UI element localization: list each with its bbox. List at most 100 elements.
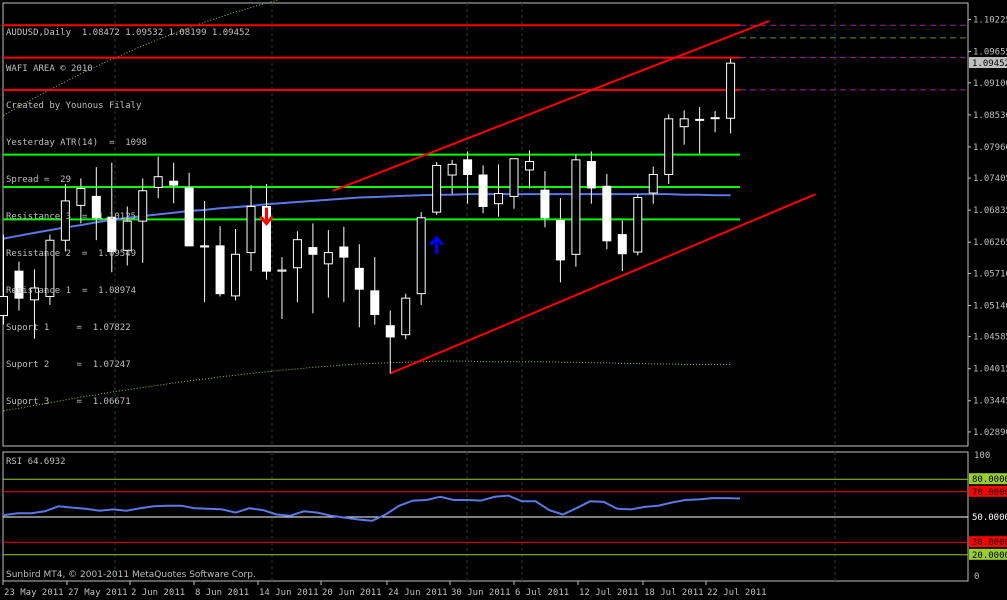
candle-body: [292, 239, 302, 269]
candle: [292, 231, 302, 303]
channel-line-2: [389, 193, 817, 375]
rsi-level-label: 20.0000: [972, 551, 1007, 561]
info-line-7: Resistance 1 = 1.08974: [6, 285, 137, 296]
info-line-2: Created by Younous Filaly: [6, 101, 142, 112]
candle-body: [416, 217, 426, 295]
price-tick-label: 1.05710: [973, 269, 1007, 279]
date-tick-label: 20 Jun 2011: [322, 588, 382, 598]
rsi-level-label: 30.0000: [972, 538, 1007, 548]
candle: [122, 206, 132, 266]
candle: [664, 114, 674, 185]
candle-body: [540, 189, 550, 219]
rsi-level-badge: [969, 548, 1007, 560]
rsi-level-badge: [969, 536, 1007, 548]
copyright-text: Sunbird MT4, © 2001-2011 MetaQuotes Soft…: [6, 570, 256, 580]
candle: [60, 184, 70, 252]
candle: [571, 153, 581, 267]
candle: [200, 200, 210, 303]
rsi-axis-max: 100: [974, 451, 990, 461]
date-tick-label: 6 Jul 2011: [515, 588, 569, 598]
current-price-label: 1.09452: [972, 59, 1007, 69]
candle: [91, 167, 101, 241]
candle: [107, 162, 117, 273]
candle: [215, 226, 225, 297]
candle: [138, 178, 148, 263]
candle-body: [153, 176, 163, 188]
candle-body: [664, 118, 674, 175]
candle-body: [586, 161, 596, 189]
candle-body: [555, 220, 565, 261]
date-tick-label: 14 Jun 2011: [259, 588, 319, 598]
candle: [231, 228, 241, 301]
candle-body: [138, 190, 148, 222]
candle-body: [45, 239, 55, 297]
candle-body: [231, 253, 241, 297]
info-line-8: Suport 1 = 1.07822: [6, 322, 131, 333]
candle: [354, 244, 364, 328]
rsi-level-badge: [969, 485, 1007, 497]
date-tick-label: 27 May 2011: [68, 588, 128, 598]
channel-line-1: [332, 20, 770, 192]
candle: [695, 107, 705, 154]
candle-body: [339, 246, 349, 258]
candle: [308, 223, 318, 314]
candle: [617, 220, 627, 272]
candle-body: [494, 193, 504, 205]
candle: [401, 293, 411, 340]
candle: [447, 159, 457, 195]
candle-body: [215, 245, 225, 295]
candle-body: [14, 270, 24, 299]
price-tick-label: 1.08530: [973, 111, 1007, 121]
date-tick-label: 2 Jun 2011: [131, 588, 185, 598]
candle-body: [478, 174, 488, 208]
candle: [0, 234, 8, 325]
candle-body: [246, 206, 256, 254]
candle: [339, 226, 349, 303]
candle-body: [695, 118, 705, 121]
candle: [76, 178, 86, 224]
main-chart-frame: [2, 2, 969, 447]
candle: [540, 171, 550, 228]
date-tick-label: 22 Jul 2011: [707, 588, 767, 598]
candle: [29, 269, 39, 339]
candle: [509, 158, 519, 209]
candle: [323, 230, 333, 298]
candle: [184, 172, 194, 247]
candle-body: [524, 161, 534, 171]
rsi-level-label: 70.0000: [972, 488, 1007, 498]
candle: [494, 164, 504, 217]
envelope-lower-line: [3, 360, 731, 412]
info-line-4: Spread = 29: [6, 175, 72, 186]
candle-body: [0, 295, 8, 317]
candle-body: [261, 206, 271, 272]
candle-body: [602, 185, 612, 242]
price-tick-label: 1.05140: [973, 301, 1007, 311]
date-tick-label: 30 Jun 2011: [451, 588, 511, 598]
chart-info-overlay: AUDUSD,Daily 1.08472 1.09532 1.08199 1.0…: [6, 2, 250, 432]
candle-body: [277, 269, 287, 272]
candle: [524, 150, 534, 189]
price-tick-label: 1.04015: [973, 365, 1007, 375]
candle-body: [354, 267, 364, 290]
buy-arrow-icon: [429, 235, 444, 254]
candle: [648, 166, 658, 204]
candle-body: [76, 188, 86, 206]
arrow-head: [429, 235, 444, 246]
candle: [246, 185, 256, 272]
candle-body: [509, 158, 519, 197]
price-tick-label: 1.04585: [973, 333, 1007, 343]
candle: [586, 151, 596, 204]
candle: [153, 156, 163, 199]
candle-body: [432, 164, 442, 213]
arrow-head: [259, 215, 274, 226]
rsi-title: RSI 64.6932: [6, 457, 66, 467]
candle-body: [169, 180, 179, 186]
date-tick-label: 18 Jul 2011: [644, 588, 704, 598]
candle: [261, 184, 271, 280]
candle: [416, 212, 426, 305]
date-tick-label: 24 Jun 2011: [388, 588, 448, 598]
candle: [385, 310, 395, 374]
price-tick-label: 1.09655: [973, 48, 1007, 58]
